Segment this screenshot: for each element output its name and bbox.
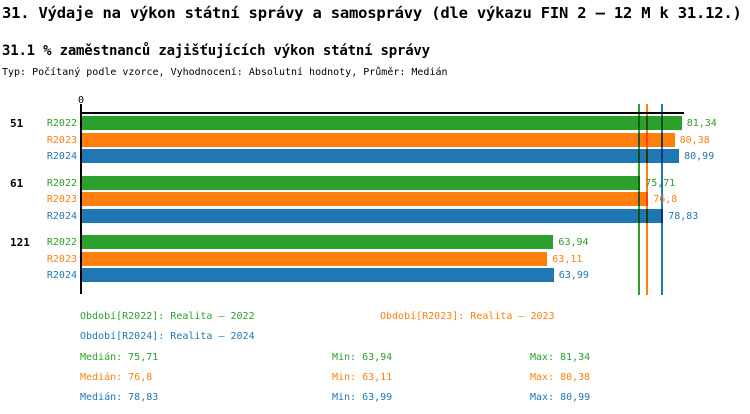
value-label-51-r2023: 80,38 (679, 134, 710, 146)
legend-item-r2022: Období[R2022]: Realita – 2022 (80, 311, 255, 322)
axis-zero-label: 0 (77, 95, 85, 106)
series-label-r2024: R2024 (46, 270, 77, 281)
bar-51-r2023 (82, 132, 675, 147)
y-axis-line (80, 104, 82, 294)
bar-121-r2024 (82, 268, 554, 282)
value-label-51-r2022: 81,34 (686, 118, 717, 129)
stat-max-r2024: Max: 80,99 (530, 392, 591, 403)
stat-median-r2023: Medián: 76,8 (80, 372, 153, 383)
stat-median-r2022: Medián: 75,71 (80, 352, 159, 363)
value-label-61-r2022: 75,71 (645, 177, 676, 189)
category-label-51: 51 (10, 117, 24, 130)
value-label-121-r2023: 63,11 (552, 253, 583, 265)
legend-item-r2024: Období[R2024]: Realita – 2024 (80, 331, 255, 342)
bar-121-r2023 (82, 251, 548, 266)
report-title: 31. Výdaje na výkon státní správy a samo… (2, 4, 742, 22)
bar-61-r2023 (82, 192, 649, 206)
series-label-r2024: R2024 (46, 210, 77, 222)
category-label-61: 61 (10, 176, 24, 190)
series-label-r2022: R2022 (46, 177, 77, 189)
stat-max-r2022: Max: 81,34 (530, 352, 591, 363)
value-label-121-r2022: 63,94 (558, 237, 589, 248)
value-label-121-r2024: 63,99 (558, 270, 589, 281)
stat-min-r2023: Min: 63,11 (332, 372, 393, 383)
series-label-r2023: R2023 (46, 134, 77, 146)
category-label-121: 121 (10, 236, 30, 249)
series-label-r2023: R2023 (46, 253, 77, 265)
bar-61-r2024 (82, 208, 664, 223)
x-axis-line (80, 112, 684, 114)
median-line-green (637, 104, 640, 295)
chart-meta-line: Typ: Počítaný podle vzorce, Vyhodnocení:… (2, 67, 448, 78)
stat-min-r2024: Min: 63,99 (332, 392, 393, 403)
legend-item-r2023: Období[R2023]: Realita – 2023 (380, 311, 555, 322)
value-label-61-r2024: 78,83 (668, 210, 699, 222)
stat-max-r2023: Max: 80,38 (530, 372, 591, 383)
bar-51-r2024 (82, 149, 680, 163)
median-line-blue (660, 104, 663, 295)
series-label-r2023: R2023 (46, 194, 77, 205)
chart-subtitle: 31.1 % zaměstnanců zajišťujících výkon s… (2, 43, 430, 59)
stat-min-r2022: Min: 63,94 (332, 352, 393, 363)
series-label-r2022: R2022 (46, 118, 77, 129)
bar-61-r2022 (82, 175, 641, 190)
median-line-orange (645, 104, 648, 295)
value-label-51-r2024: 80,99 (684, 151, 715, 162)
bar-121-r2022 (82, 235, 554, 249)
stat-median-r2024: Medián: 78,83 (80, 392, 159, 403)
value-label-61-r2023: 76,8 (653, 194, 678, 205)
bar-51-r2022 (82, 116, 682, 130)
series-label-r2022: R2022 (46, 237, 77, 248)
series-label-r2024: R2024 (46, 151, 77, 162)
